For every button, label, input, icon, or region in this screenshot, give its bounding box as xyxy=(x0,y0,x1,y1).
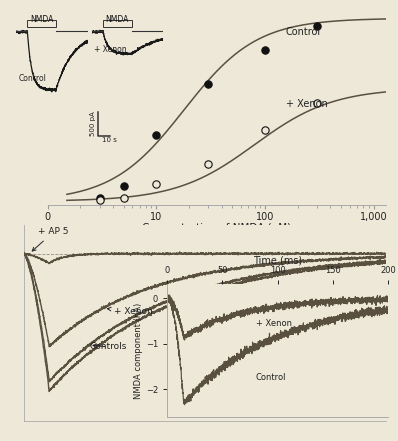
Point xyxy=(314,100,320,107)
Y-axis label: NMDA component (nA): NMDA component (nA) xyxy=(134,303,143,399)
Text: + Xenon: + Xenon xyxy=(94,45,127,54)
Point xyxy=(121,194,127,201)
Point xyxy=(96,194,103,201)
Point xyxy=(205,81,211,88)
Text: + AP 5: + AP 5 xyxy=(32,228,69,251)
Point xyxy=(96,197,103,204)
X-axis label: Concentration of NMDA (μM): Concentration of NMDA (μM) xyxy=(142,224,291,233)
Point xyxy=(153,132,160,139)
Text: 10 s: 10 s xyxy=(102,137,117,143)
Text: + Xenon: + Xenon xyxy=(107,307,153,316)
Point xyxy=(153,181,160,188)
Point xyxy=(205,160,211,167)
Point xyxy=(262,47,268,54)
Text: + Xenon: + Xenon xyxy=(286,99,328,109)
Text: NMDA: NMDA xyxy=(105,15,129,24)
Text: Control: Control xyxy=(256,373,286,382)
Text: 500 pA: 500 pA xyxy=(90,111,96,136)
Text: Control: Control xyxy=(19,74,47,83)
Bar xyxy=(27,19,56,27)
Text: NMDA: NMDA xyxy=(30,15,53,24)
Point xyxy=(314,22,320,30)
Text: + Xenon: + Xenon xyxy=(256,318,291,328)
Bar xyxy=(103,19,132,27)
Text: Control: Control xyxy=(286,27,321,37)
Point xyxy=(121,183,127,190)
Text: Controls: Controls xyxy=(89,342,127,351)
X-axis label: Time (ms): Time (ms) xyxy=(253,256,302,265)
Point xyxy=(262,126,268,133)
